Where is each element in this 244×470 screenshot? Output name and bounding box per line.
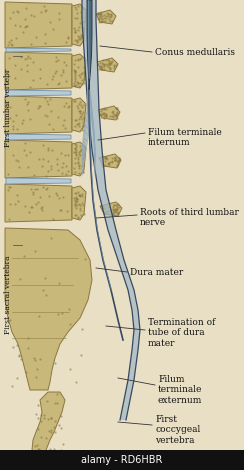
Polygon shape: [6, 48, 71, 52]
Polygon shape: [72, 54, 86, 88]
Polygon shape: [87, 0, 92, 90]
Text: Roots of third lumbar
nerve: Roots of third lumbar nerve: [140, 208, 239, 227]
Polygon shape: [6, 90, 71, 96]
Text: Conus medullaris: Conus medullaris: [155, 48, 235, 57]
Polygon shape: [97, 58, 118, 72]
Text: Filum
terminale
externum: Filum terminale externum: [158, 375, 202, 405]
Polygon shape: [72, 186, 86, 220]
Polygon shape: [5, 96, 72, 134]
Text: Dura mater: Dura mater: [130, 268, 183, 277]
Polygon shape: [6, 134, 71, 140]
Text: First sacral vertebra: First sacral vertebra: [4, 256, 12, 334]
Bar: [0, 450, 244, 470]
Polygon shape: [96, 10, 116, 24]
Polygon shape: [32, 392, 65, 456]
Text: First lumbar vertebr: First lumbar vertebr: [4, 69, 12, 147]
Polygon shape: [72, 98, 86, 132]
Polygon shape: [98, 106, 120, 120]
Polygon shape: [100, 202, 122, 216]
Text: First
coccygeal
vertebra: First coccygeal vertebra: [155, 415, 200, 445]
Text: alamy - RD6HBR: alamy - RD6HBR: [81, 455, 163, 465]
Polygon shape: [72, 4, 86, 46]
Polygon shape: [72, 142, 86, 176]
Text: Filum terminale
internum: Filum terminale internum: [148, 128, 222, 148]
Polygon shape: [5, 184, 72, 222]
Polygon shape: [82, 0, 140, 420]
Polygon shape: [5, 52, 72, 90]
Polygon shape: [6, 178, 71, 184]
Polygon shape: [99, 154, 121, 168]
Polygon shape: [5, 228, 92, 390]
Text: Termination of
tube of dura
mater: Termination of tube of dura mater: [148, 318, 215, 348]
Polygon shape: [5, 2, 72, 48]
Polygon shape: [5, 140, 72, 178]
